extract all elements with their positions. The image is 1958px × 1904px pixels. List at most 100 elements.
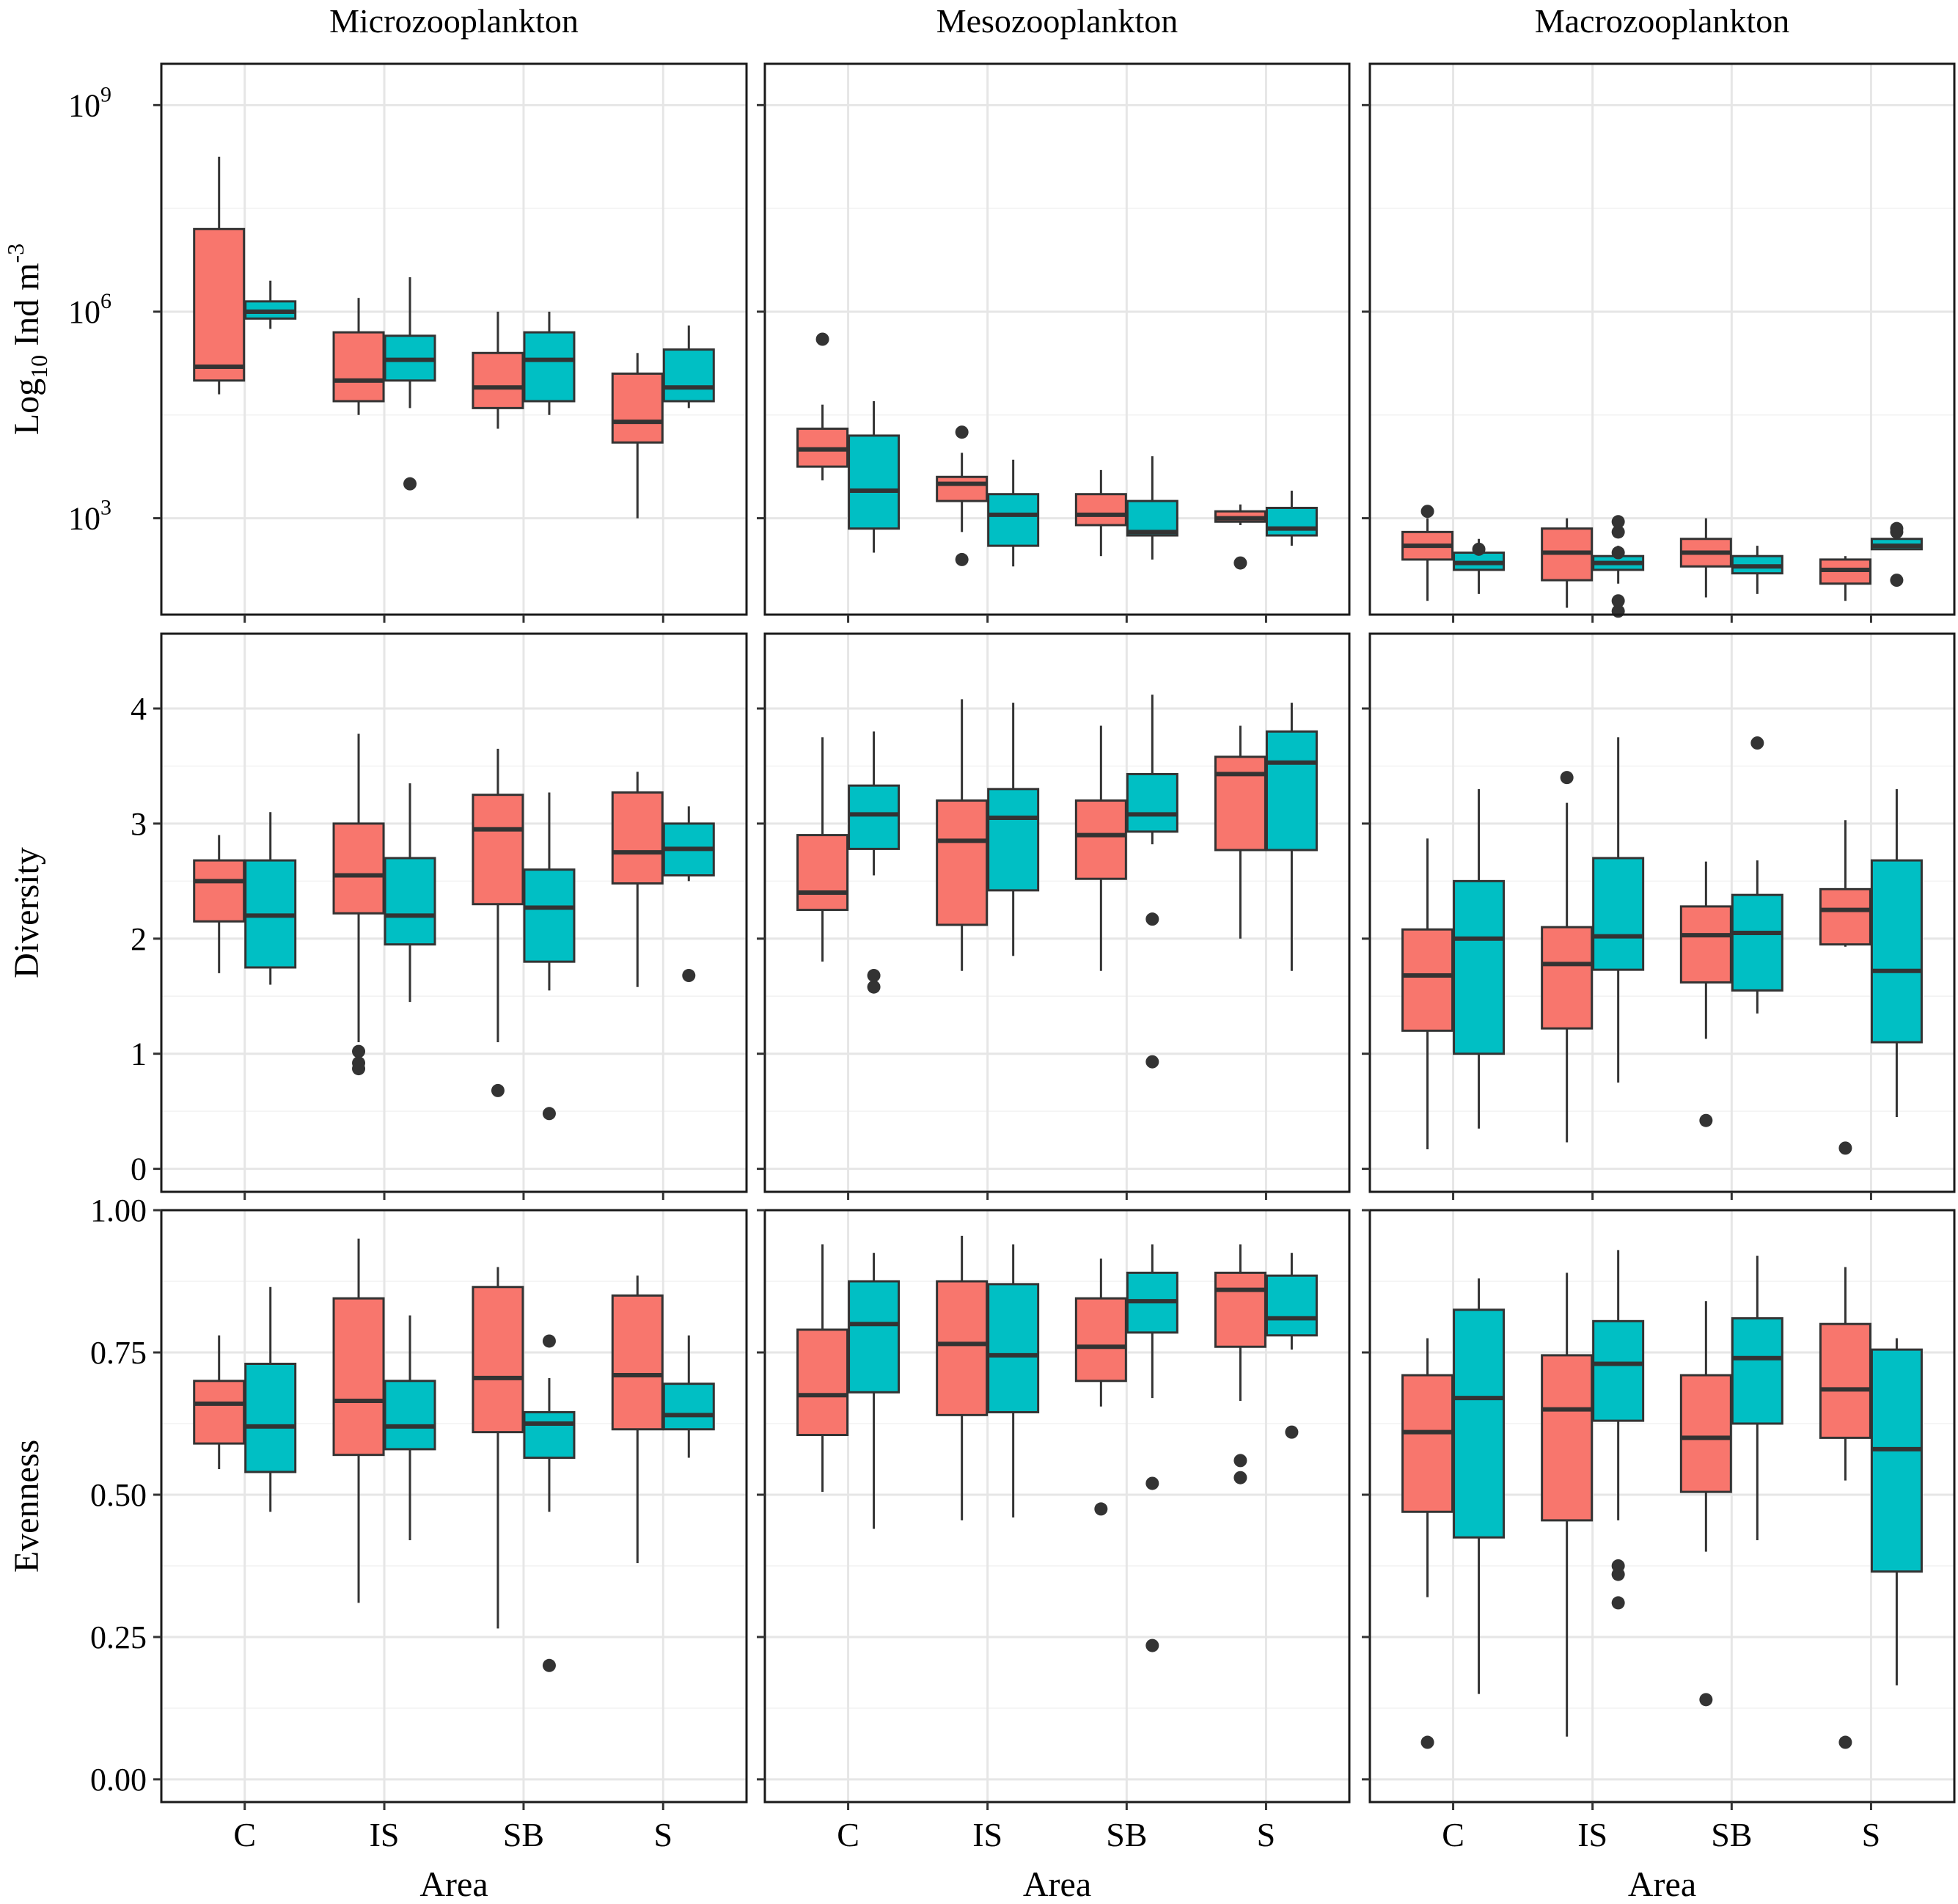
outlier-point <box>352 1056 366 1070</box>
box-sb-series-1 <box>1679 861 1732 1127</box>
outlier-point <box>1750 736 1764 750</box>
box-is-series-1 <box>936 1235 989 1520</box>
panel-evenness-macrozooplankton <box>1362 1209 1956 1810</box>
box-body <box>523 868 576 963</box>
strip-title-microzooplankton: Microzooplankton <box>329 2 579 40</box>
box-body <box>662 1383 715 1431</box>
box-body <box>1126 499 1178 537</box>
outlier-point <box>1145 1638 1159 1652</box>
box-c-series-1 <box>796 332 849 480</box>
y-tick-label: 0.25 <box>90 1619 147 1655</box>
box-body <box>1870 859 1923 1044</box>
x-axis-title: Area <box>1628 1865 1696 1904</box>
box-s-series-2 <box>662 325 715 409</box>
panel-border <box>160 632 748 1193</box>
box-s-series-2 <box>1265 1253 1318 1439</box>
box-c-series-1 <box>796 737 849 962</box>
box-sb-series-2 <box>1126 695 1178 1069</box>
outlier-point <box>815 332 829 346</box>
box-sb-series-1 <box>1074 1258 1127 1516</box>
box-s-series-1 <box>1214 504 1266 570</box>
box-body <box>332 331 385 403</box>
box-sb-series-1 <box>472 748 524 1097</box>
box-c-series-2 <box>244 280 297 329</box>
x-tick-label-s: S <box>1257 1816 1276 1853</box>
y-tick-label: 0.75 <box>90 1335 147 1371</box>
box-is-series-2 <box>384 277 436 491</box>
box-body <box>848 784 901 850</box>
box-s-series-2 <box>662 1335 715 1458</box>
panel-border <box>763 632 1351 1193</box>
box-c-series-1 <box>1401 838 1454 1149</box>
x-tick-label-s: S <box>1862 1816 1881 1853</box>
panel-evenness-microzooplankton <box>153 1209 748 1810</box>
panel-evenness-mesozooplankton <box>757 1209 1351 1810</box>
box-c-series-2 <box>244 812 297 985</box>
box-is-series-2 <box>384 783 436 1003</box>
box-body <box>936 799 989 926</box>
box-s-series-1 <box>611 353 664 519</box>
box-body <box>1541 926 1594 1030</box>
x-tick-label-is: IS <box>972 1816 1002 1853</box>
box-c-series-1 <box>193 1335 246 1470</box>
box-body <box>193 1380 246 1445</box>
outlier-point <box>1145 1055 1159 1069</box>
box-body <box>1453 1308 1506 1539</box>
panel-abundance-macrozooplankton <box>1362 62 1956 623</box>
box-body <box>1541 1354 1594 1522</box>
box-sb-series-2 <box>1731 1256 1783 1541</box>
outlier-point <box>1890 574 1904 587</box>
outlier-point <box>491 1083 505 1097</box>
box-s-series-1 <box>1819 556 1871 601</box>
box-body <box>987 493 1040 547</box>
box-body <box>472 351 524 409</box>
panel-border <box>763 62 1351 616</box>
outlier-point <box>1285 1425 1299 1439</box>
panel-border <box>1368 1209 1956 1804</box>
box-body <box>611 1294 664 1431</box>
box-sb-series-2 <box>1731 736 1783 1014</box>
x-axis-title: Area <box>419 1865 488 1904</box>
outlier-point <box>542 1334 556 1348</box>
box-is-series-1 <box>1541 1273 1594 1737</box>
x-tick-label-sb: SB <box>1711 1816 1752 1853</box>
box-s-series-2 <box>1870 521 1923 587</box>
box-body <box>1679 1374 1732 1493</box>
box-is-series-1 <box>1541 518 1594 608</box>
outlier-point <box>955 552 969 566</box>
panel-diversity-microzooplankton <box>153 632 748 1200</box>
box-body <box>1870 1348 1923 1573</box>
box-s-series-2 <box>662 806 715 983</box>
box-sb-series-2 <box>523 311 576 415</box>
x-tick-label-s: S <box>653 1816 672 1853</box>
box-body <box>1401 1374 1454 1513</box>
box-is-series-2 <box>1592 515 1645 618</box>
box-is-series-2 <box>1592 737 1645 1083</box>
box-body <box>332 1297 385 1457</box>
outlier-point <box>1233 556 1247 570</box>
box-body <box>796 1328 849 1437</box>
box-c-series-2 <box>1453 788 1506 1129</box>
y-tick-label: 109 <box>68 82 111 123</box>
box-body <box>472 1286 524 1434</box>
box-sb-series-2 <box>1731 546 1783 594</box>
outlier-point <box>1611 546 1625 560</box>
box-body <box>987 1283 1040 1413</box>
box-is-series-2 <box>987 459 1040 567</box>
box-body <box>1731 1317 1783 1425</box>
box-c-series-2 <box>1453 1278 1506 1694</box>
box-sb-series-1 <box>1679 1301 1732 1707</box>
outlier-point <box>1611 1596 1625 1610</box>
panel-border <box>1368 62 1956 616</box>
outlier-point <box>542 1658 556 1672</box>
y-tick-label: 1 <box>131 1036 147 1072</box>
box-body <box>987 788 1040 892</box>
box-body <box>1731 893 1783 992</box>
box-s-series-2 <box>1870 1338 1923 1685</box>
box-s-series-1 <box>1819 1267 1871 1749</box>
outlier-point <box>1838 1141 1852 1155</box>
box-body <box>848 1280 901 1394</box>
box-body <box>611 372 664 444</box>
box-s-series-2 <box>1870 788 1923 1118</box>
outlier-point <box>1094 1502 1108 1516</box>
